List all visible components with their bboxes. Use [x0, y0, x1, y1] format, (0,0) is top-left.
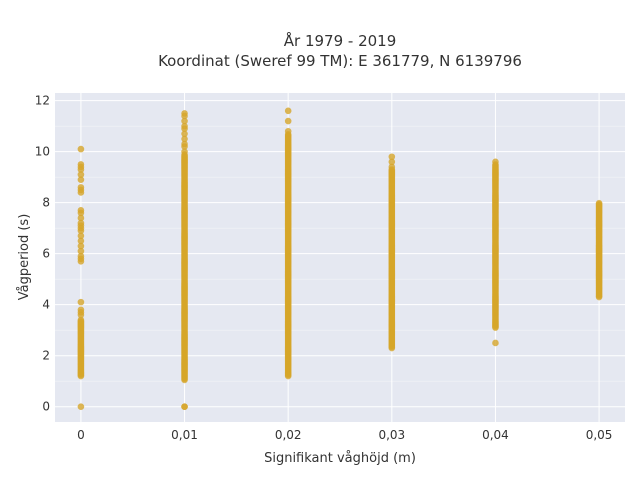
data-point [77, 232, 85, 240]
data-point [181, 148, 188, 155]
y-tick-label: 6 [42, 247, 50, 261]
y-tick-label: 2 [42, 349, 50, 363]
data-point [181, 117, 188, 125]
data-point [77, 237, 85, 245]
data-point [181, 112, 188, 120]
data-point [181, 403, 188, 410]
data-point [284, 127, 292, 135]
data-point [492, 339, 499, 347]
data-point [181, 135, 188, 143]
x-axis-label: Signifikant våghöjd (m) [264, 451, 416, 466]
data-point [77, 242, 85, 250]
data-point [181, 143, 188, 150]
data-point [77, 227, 85, 235]
x-tick-label: 0,05 [586, 428, 613, 442]
x-tick-label: 0,01 [171, 428, 198, 442]
data-point [181, 125, 188, 133]
data-point [77, 145, 85, 153]
y-tick-label: 10 [35, 145, 50, 159]
y-tick-label: 4 [42, 298, 50, 312]
data-point [77, 258, 85, 265]
x-tick-label: 0,04 [482, 428, 509, 442]
chart-title-line-2: Koordinat (Sweref 99 TM): E 361779, N 61… [158, 52, 522, 70]
data-point [181, 130, 188, 138]
data-point [284, 107, 292, 115]
y-tick-label: 0 [42, 400, 50, 414]
data-points [77, 107, 603, 410]
data-point [388, 158, 396, 166]
data-point [77, 247, 85, 255]
data-point [77, 214, 85, 222]
data-point [388, 163, 396, 171]
y-axis-label: Vågperiod (s) [17, 214, 32, 301]
y-axis-ticks: 0 2 4 6 8 10 12 [35, 94, 50, 414]
data-point [492, 158, 499, 166]
data-point [595, 199, 603, 207]
x-tick-label: 0,03 [378, 428, 405, 442]
data-point [284, 117, 292, 125]
y-tick-label: 12 [35, 94, 50, 108]
x-axis-ticks: 0 0,01 0,02 0,03 0,04 0,05 [77, 428, 612, 442]
data-point [388, 153, 396, 161]
data-point [77, 403, 85, 410]
data-point [77, 176, 85, 184]
data-point [77, 316, 85, 324]
x-tick-label: 0,02 [275, 428, 302, 442]
data-point [77, 209, 85, 217]
data-point [77, 298, 85, 306]
y-tick-label: 8 [42, 196, 50, 210]
x-tick-label: 0 [77, 428, 85, 442]
data-point [77, 166, 85, 173]
chart-title-line-1: År 1979 - 2019 [284, 31, 397, 50]
plot-area [55, 93, 625, 422]
data-point [77, 171, 85, 178]
data-point [77, 189, 85, 196]
data-point [77, 311, 85, 319]
